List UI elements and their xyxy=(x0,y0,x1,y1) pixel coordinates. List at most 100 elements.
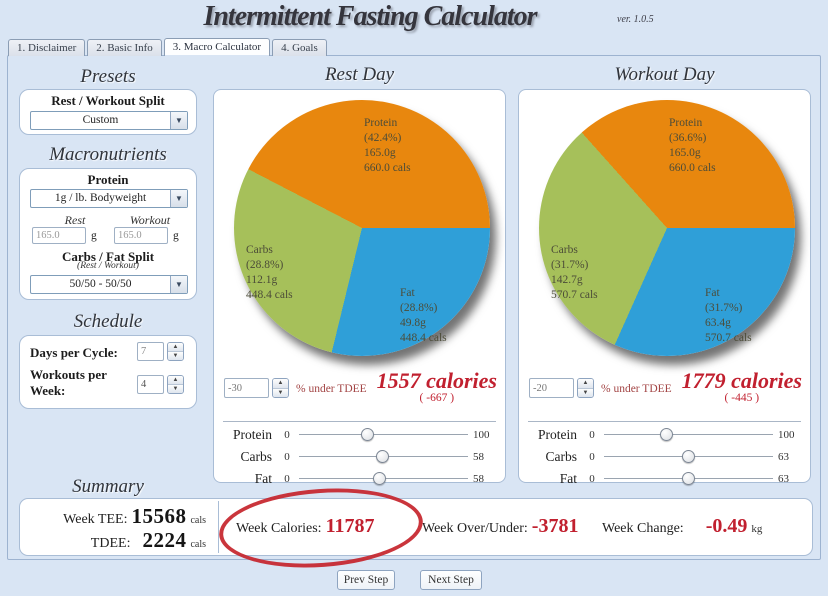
summary-heading: Summary xyxy=(72,476,144,497)
dropdown-arrow-icon[interactable]: ▼ xyxy=(170,112,187,129)
tdee-adjust-input[interactable] xyxy=(224,378,269,398)
rest-day-title: Rest Day xyxy=(324,64,395,85)
carbs-fat-split-title: Carbs / Fat Split xyxy=(61,249,155,264)
rest-grams-input[interactable] xyxy=(32,227,86,244)
macro-calculator-panel: Presets Rest / Workout Split Custom ▼ Ma… xyxy=(7,55,821,575)
slider-thumb[interactable] xyxy=(373,472,387,485)
calorie-total-block: 1779 calories ( -445 ) xyxy=(682,368,802,404)
tab-disclaimer[interactable]: 1. Disclaimer xyxy=(8,39,86,56)
pie-label-carbs: Carbs (31.7%) 142.7g 570.7 cals xyxy=(551,244,598,301)
workout-day-pie-chart xyxy=(539,100,795,356)
calorie-total-block: 1557 calories ( -667 ) xyxy=(377,368,497,404)
rest-grams-unit: g xyxy=(91,230,97,242)
fat-slider-row: Fat 0 58 xyxy=(254,470,484,486)
workout-column-label: Workout xyxy=(129,213,171,227)
pie-label-carbs: Carbs (28.8%) 112.1g 448.4 cals xyxy=(246,244,293,301)
prev-step-button[interactable]: Prev Step xyxy=(337,570,395,590)
calorie-delta: ( -667 ) xyxy=(419,392,455,404)
workout-day-title: Workout Day xyxy=(614,64,715,85)
cals-unit: cals xyxy=(190,539,206,550)
days-per-cycle-input[interactable] xyxy=(137,342,164,361)
carbs-fat-split-selected-value: 50/50 - 50/50 xyxy=(69,278,132,290)
workout-day-card: Protein (36.6%) 165.0g 660.0 cals Carbs … xyxy=(518,89,811,486)
carbs-fat-split-subtitle: (Rest / Workout) xyxy=(77,261,139,271)
spinner-down-button[interactable]: ▼ xyxy=(578,387,593,397)
week-tee-label: Week TEE: xyxy=(63,512,128,527)
workouts-per-week-label: Workouts per Week: xyxy=(30,367,107,398)
protein-slider-track[interactable] xyxy=(299,427,468,442)
protein-select[interactable]: 1g / lb. Bodyweight ▼ xyxy=(30,189,188,208)
spinner-up-button[interactable]: ▲ xyxy=(168,343,183,351)
tdee-adjust-input[interactable] xyxy=(529,378,574,398)
week-change-value: -0.49 xyxy=(705,515,748,537)
rest-day-pie-chart xyxy=(234,100,490,356)
carbs-slider-track[interactable] xyxy=(604,449,773,464)
workouts-per-week-stepper: ▲ ▼ xyxy=(167,375,184,394)
week-over-under-value: -3781 xyxy=(531,515,579,537)
page-title: Intermittent Fasting Calculator xyxy=(203,1,537,32)
pie-label-fat: Fat (28.8%) 49.8g 448.4 cals xyxy=(400,287,447,344)
days-per-cycle-stepper: ▲ ▼ xyxy=(167,342,184,361)
spinner-down-button[interactable]: ▼ xyxy=(168,384,183,393)
preset-select[interactable]: Custom ▼ xyxy=(30,111,188,130)
presets-card: Rest / Workout Split Custom ▼ xyxy=(19,89,197,135)
slider-thumb[interactable] xyxy=(361,428,375,441)
fat-slider-track[interactable] xyxy=(604,471,773,486)
workout-grams-unit: g xyxy=(173,230,179,242)
week-calories-value: 11787 xyxy=(325,515,375,537)
dropdown-arrow-icon[interactable]: ▼ xyxy=(170,190,187,207)
macronutrients-heading: Macronutrients xyxy=(49,144,167,165)
schedule-card: Days per Cycle: ▲ ▼ Workouts per Week: ▲… xyxy=(19,335,197,409)
kg-unit: kg xyxy=(751,523,763,535)
carbs-slider-row: Carbs 0 58 xyxy=(240,448,485,464)
summary-card: Week TEE: 15568 cals TDEE: 2224 cals Wee… xyxy=(19,498,813,556)
carbs-slider-track[interactable] xyxy=(299,449,468,464)
workouts-per-week-input[interactable] xyxy=(137,375,164,394)
spinner-down-button[interactable]: ▼ xyxy=(168,351,183,360)
calorie-delta: ( -445 ) xyxy=(724,392,760,404)
tdee-label: TDEE: xyxy=(90,536,131,551)
tee-block: Week TEE: 15568 cals TDEE: 2224 cals xyxy=(20,499,218,555)
week-change-label: Week Change: xyxy=(602,521,684,536)
days-per-cycle-label: Days per Cycle: xyxy=(30,345,118,360)
schedule-heading: Schedule xyxy=(73,311,143,332)
slider-thumb[interactable] xyxy=(375,450,389,463)
rest-day-card: Protein (42.4%) 165.0g 660.0 cals Carbs … xyxy=(213,89,506,486)
pie-label-protein: Protein (36.6%) 165.0g 660.0 cals xyxy=(669,117,716,174)
next-step-button[interactable]: Next Step xyxy=(420,570,482,590)
spinner-up-button[interactable]: ▲ xyxy=(168,376,183,384)
calorie-total: 1557 calories xyxy=(376,368,497,393)
macro-sliders: Protein 0 100 Carbs 0 63 Fat 0 xyxy=(523,427,804,493)
protein-title: Protein xyxy=(87,172,129,187)
tab-macro-calculator[interactable]: 3. Macro Calculator xyxy=(163,38,271,57)
protein-slider-row: Protein 0 100 xyxy=(538,426,795,442)
fat-slider-track[interactable] xyxy=(299,471,468,486)
tab-goals[interactable]: 4. Goals xyxy=(272,39,327,56)
spinner-up-button[interactable]: ▲ xyxy=(578,379,593,388)
tdee-adjust-label: % under TDEE xyxy=(601,383,672,395)
carbs-fat-split-select[interactable]: 50/50 - 50/50 ▼ xyxy=(30,275,188,294)
divider xyxy=(528,421,801,422)
protein-slider-track[interactable] xyxy=(604,427,773,442)
tdee-adjust-label: % under TDEE xyxy=(296,383,367,395)
spinner-up-button[interactable]: ▲ xyxy=(273,379,288,388)
tdee-adjust-stepper: ▲ ▼ xyxy=(272,378,289,398)
version-label: ver. 1.0.5 xyxy=(617,14,654,25)
tab-basic-info[interactable]: 2. Basic Info xyxy=(87,39,162,56)
rest-column-label: Rest xyxy=(64,213,86,227)
dropdown-arrow-icon[interactable]: ▼ xyxy=(170,276,187,293)
slider-thumb[interactable] xyxy=(659,428,673,441)
slider-thumb[interactable] xyxy=(681,450,695,463)
workout-grams-input[interactable] xyxy=(114,227,168,244)
carbs-slider-row: Carbs 0 63 xyxy=(545,448,790,464)
pie-label-protein: Protein (42.4%) 165.0g 660.0 cals xyxy=(364,117,411,174)
protein-selected-value: 1g / lb. Bodyweight xyxy=(54,192,147,204)
week-over-under-label: Week Over/Under: xyxy=(422,521,528,536)
pie-label-fat: Fat (31.7%) 63.4g 570.7 cals xyxy=(705,287,752,344)
slider-thumb[interactable] xyxy=(681,472,695,485)
calorie-total: 1779 calories xyxy=(681,368,802,393)
spinner-down-button[interactable]: ▼ xyxy=(273,387,288,397)
tdee-value: 2224 xyxy=(142,528,187,552)
week-calories-label: Week Calories: xyxy=(236,521,322,536)
